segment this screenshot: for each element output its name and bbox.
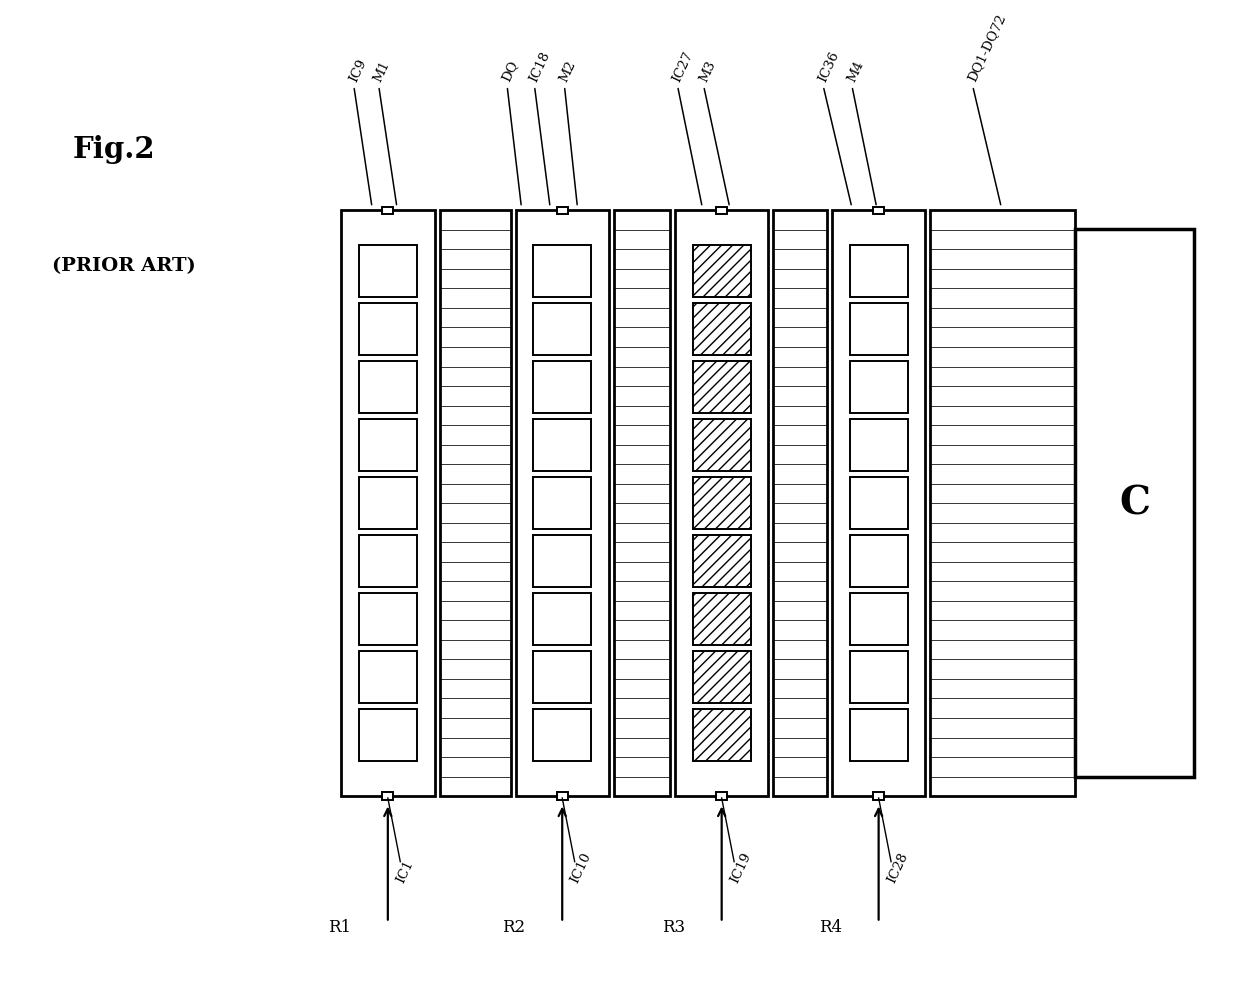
Bar: [716, 792, 727, 800]
Bar: [850, 536, 908, 587]
Text: IC27: IC27: [671, 49, 696, 84]
Text: R1: R1: [329, 919, 351, 936]
Bar: [533, 246, 591, 297]
Bar: [1076, 229, 1194, 778]
Bar: [930, 210, 1076, 796]
Bar: [359, 362, 416, 413]
Bar: [533, 536, 591, 587]
Text: R4: R4: [819, 919, 841, 936]
Bar: [359, 536, 416, 587]
Bar: [533, 304, 591, 355]
Bar: [614, 210, 670, 796]
Bar: [382, 206, 394, 214]
Text: IC10: IC10: [568, 850, 594, 885]
Bar: [850, 420, 908, 471]
Bar: [382, 792, 394, 800]
Bar: [850, 710, 908, 761]
Bar: [557, 206, 568, 214]
Bar: [850, 362, 908, 413]
Text: IC19: IC19: [727, 850, 754, 885]
Bar: [533, 594, 591, 645]
Bar: [692, 594, 751, 645]
Bar: [692, 304, 751, 355]
Bar: [533, 478, 591, 529]
Text: DQ1-DQ72: DQ1-DQ72: [966, 12, 1008, 84]
Bar: [533, 710, 591, 761]
Bar: [831, 210, 925, 796]
Bar: [692, 362, 751, 413]
Bar: [692, 246, 751, 297]
Text: IC36: IC36: [816, 49, 841, 84]
Bar: [692, 652, 751, 703]
Text: R3: R3: [662, 919, 685, 936]
Bar: [533, 652, 591, 703]
Bar: [440, 210, 510, 796]
Bar: [359, 246, 416, 297]
Bar: [692, 478, 751, 529]
Bar: [359, 304, 416, 355]
Text: R2: R2: [503, 919, 525, 936]
Bar: [515, 210, 609, 796]
Bar: [359, 594, 416, 645]
Bar: [873, 792, 884, 800]
Text: C: C: [1119, 485, 1150, 522]
Text: IC1: IC1: [394, 858, 416, 885]
Bar: [692, 420, 751, 471]
Text: IC9: IC9: [346, 57, 369, 84]
Text: IC18: IC18: [528, 49, 553, 84]
Text: Fig.2: Fig.2: [73, 135, 155, 164]
Bar: [850, 304, 908, 355]
Text: M2: M2: [557, 58, 578, 84]
Bar: [359, 420, 416, 471]
Text: (PRIOR ART): (PRIOR ART): [51, 258, 196, 275]
Bar: [675, 210, 769, 796]
Text: M3: M3: [697, 58, 717, 84]
Bar: [873, 206, 884, 214]
Bar: [850, 246, 908, 297]
Bar: [850, 652, 908, 703]
Bar: [359, 478, 416, 529]
Bar: [557, 792, 568, 800]
Text: M1: M1: [371, 58, 393, 84]
Text: M4: M4: [845, 58, 867, 84]
Bar: [716, 206, 727, 214]
Bar: [533, 420, 591, 471]
Bar: [850, 594, 908, 645]
Bar: [359, 652, 416, 703]
Bar: [774, 210, 826, 796]
Bar: [341, 210, 435, 796]
Text: IC28: IC28: [885, 850, 910, 885]
Bar: [359, 710, 416, 761]
Text: DQ: DQ: [500, 59, 520, 84]
Bar: [692, 536, 751, 587]
Bar: [533, 362, 591, 413]
Bar: [692, 710, 751, 761]
Bar: [850, 478, 908, 529]
